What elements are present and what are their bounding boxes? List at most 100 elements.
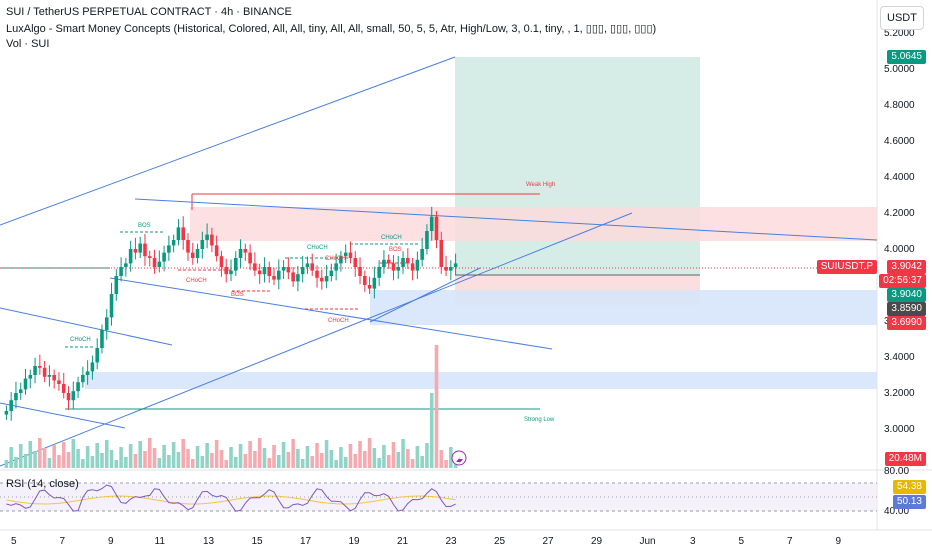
left-low-line: [0, 402, 126, 429]
volume-bar: [210, 453, 214, 468]
volume-bar: [300, 459, 305, 468]
demand-zone: [370, 290, 877, 325]
volume-bar: [406, 449, 410, 468]
volume-bar: [28, 441, 33, 468]
candle-body: [305, 263, 310, 267]
volume-bar: [420, 456, 424, 468]
strong-low-label: Strong Low: [524, 417, 555, 423]
price-tick: 5.2000: [884, 28, 915, 39]
time-label: Jun: [640, 536, 656, 547]
volume-bar: [310, 456, 315, 468]
volume-bar: [267, 458, 272, 468]
time-label: 9: [836, 536, 842, 547]
volume-bar: [272, 445, 276, 468]
volume-bar: [253, 451, 257, 468]
time-label: 13: [203, 536, 215, 547]
price-tick: 4.2000: [884, 208, 915, 219]
volume-bar: [439, 450, 444, 468]
time-label: 17: [300, 536, 312, 547]
candle-body: [429, 216, 434, 231]
volume-bar: [386, 455, 391, 468]
volume-bar: [133, 454, 138, 468]
candle-body: [100, 330, 104, 348]
bos-label: BOS: [138, 223, 151, 229]
volume-bar: [396, 452, 401, 468]
lower-demand-zone: [85, 372, 877, 389]
volume-bar: [248, 441, 252, 468]
candle-body: [315, 270, 319, 278]
volume-bar: [434, 345, 439, 468]
volume-bar: [81, 459, 85, 468]
volume-bar: [42, 448, 47, 468]
volume-bar: [214, 440, 219, 468]
volume-bar: [429, 393, 434, 468]
candle-body: [291, 272, 295, 282]
candle-body: [415, 259, 420, 271]
candle-body: [348, 252, 353, 258]
volume-bar: [320, 453, 324, 468]
left-channel-line: [0, 307, 173, 346]
candle-body: [133, 249, 138, 253]
volume-bar: [305, 446, 310, 468]
volume-bar: [162, 445, 166, 468]
bos-label-red: BOS: [231, 292, 244, 298]
rsi-tick-80: 80.00: [884, 466, 909, 477]
time-axis[interactable]: 5 7 9 11 13 15 17 19 21 23 25 27 29 Jun 3 5 7 9: [11, 536, 842, 547]
candle-body: [386, 259, 391, 264]
rsi-tick-40: 40.00: [884, 506, 909, 517]
candle-body: [420, 249, 424, 260]
currency-button[interactable]: USDT: [880, 6, 924, 30]
replay-icon[interactable]: [451, 450, 467, 466]
candle-body: [119, 267, 123, 276]
candle-body: [38, 366, 42, 368]
choch-label-top: CHoCH: [381, 235, 402, 241]
candle-body: [324, 276, 329, 282]
volume-bar: [348, 444, 353, 468]
choch-label-red-2: CHoCH: [325, 256, 346, 262]
volume-bar: [186, 449, 190, 468]
candle-body: [320, 277, 324, 282]
time-label: 25: [494, 536, 506, 547]
price-tick: 4.8000: [884, 100, 915, 111]
candle-body: [28, 375, 33, 379]
price-tick: 3.4000: [884, 352, 915, 363]
choch-label-red: CHoCH: [186, 278, 207, 284]
volume-bar: [181, 439, 185, 468]
candle-body: [171, 240, 176, 246]
candle-body: [176, 227, 181, 240]
volume-bar: [339, 447, 343, 468]
volume-bar: [425, 443, 429, 468]
volume-bar: [200, 456, 205, 468]
symbol-title[interactable]: SUI / TetherUS PERPETUAL CONTRACT · 4h ·…: [6, 6, 292, 18]
indicator-title[interactable]: LuxAlgo - Smart Money Concepts (Historic…: [6, 23, 657, 35]
volume-bar: [90, 456, 95, 468]
volume-bar: [76, 449, 80, 468]
candle-body: [157, 261, 162, 267]
candle-body: [310, 263, 315, 271]
volume-bar: [372, 448, 377, 468]
candle-body: [124, 263, 128, 267]
volume-bar: [401, 439, 405, 468]
candle-body: [449, 267, 453, 271]
volume-bar: [138, 441, 142, 468]
candle-body: [200, 240, 205, 249]
candle-body: [195, 249, 200, 258]
volume-bar: [109, 450, 114, 468]
rsi-title[interactable]: RSI (14, close): [6, 478, 79, 490]
entry-price-tag: 3.9040: [887, 288, 926, 302]
volume-bar: [315, 443, 319, 468]
candle-body: [406, 258, 410, 264]
candle-body: [18, 389, 23, 393]
upper-channel-line: [0, 56, 456, 226]
candle-body: [286, 267, 291, 273]
volume-title[interactable]: Vol · SUI: [6, 38, 50, 50]
price-axis[interactable]: 5.2000 5.0000 4.8000 4.6000 4.4000 4.2000 4.00…: [884, 28, 915, 435]
candle-body: [109, 294, 114, 318]
volume-bar: [38, 438, 42, 468]
price-tick: 4.0000: [884, 244, 915, 255]
candle-body: [372, 277, 377, 289]
candle-body: [300, 267, 305, 275]
volume-bar: [190, 459, 195, 468]
long-target-zone: [455, 57, 700, 275]
